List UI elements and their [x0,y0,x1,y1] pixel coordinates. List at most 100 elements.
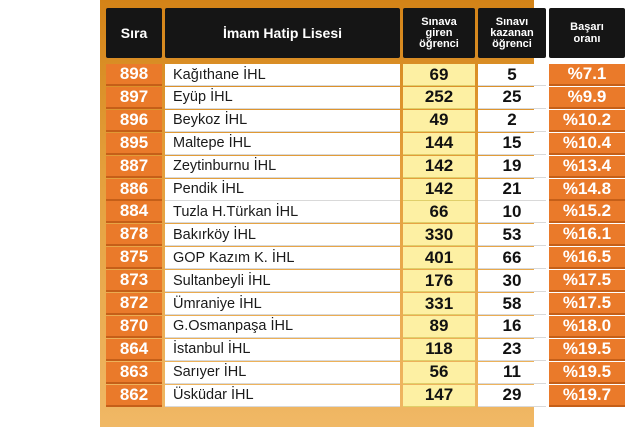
passed-cell: 10 [478,201,546,224]
takers-cell: 142 [403,178,475,201]
table-row: 870 G.Osmanpaşa İHL 89 16 %18.0 [100,315,625,338]
passed-cell: 19 [478,155,546,178]
table-row: 895 Maltepe İHL 144 15 %10.4 [100,132,625,155]
header-school-label: İmam Hatip Lisesi [222,25,343,41]
table-row: 864 İstanbul İHL 118 23 %19.5 [100,338,625,361]
rank-cell: 898 [106,64,162,86]
success-rate-cell: %13.4 [549,155,625,178]
header-rank: Sıra [106,8,162,58]
success-rate-cell: %18.0 [549,315,625,338]
takers-cell: 142 [403,155,475,178]
table-row: 875 GOP Kazım K. İHL 401 66 %16.5 [100,247,625,270]
header-success-rate: Başarı oranı [549,8,625,58]
school-name-cell: Pendik İHL [165,178,400,201]
school-name-cell: Üsküdar İHL [165,384,400,407]
rank-cell: 875 [106,247,162,270]
passed-cell: 5 [478,64,546,86]
takers-cell: 330 [403,224,475,247]
rank-cell: 872 [106,293,162,315]
success-rate-cell: %17.5 [549,270,625,293]
takers-cell: 331 [403,293,475,315]
passed-cell: 11 [478,361,546,384]
passed-cell: 23 [478,338,546,361]
rank-cell: 887 [106,155,162,178]
header-takers: Sınava giren öğrenci [403,8,475,58]
table-row: 898 Kağıthane İHL 69 5 %7.1 [100,64,625,86]
takers-cell: 66 [403,201,475,224]
rank-cell: 862 [106,384,162,407]
school-name-cell: Eyüp İHL [165,86,400,109]
school-name-cell: Sarıyer İHL [165,361,400,384]
passed-cell: 25 [478,86,546,109]
school-name-cell: Bakırköy İHL [165,224,400,247]
header-takers-label: Sınava giren öğrenci [419,15,459,50]
rank-cell: 886 [106,178,162,201]
takers-cell: 401 [403,247,475,270]
table-row: 872 Ümraniye İHL 331 58 %17.5 [100,293,625,315]
success-rate-cell: %17.5 [549,293,625,315]
passed-cell: 2 [478,109,546,132]
table-row: 897 Eyüp İHL 252 25 %9.9 [100,86,625,109]
header-success-rate-label: Başarı oranı [570,21,604,45]
table-row: 873 Sultanbeyli İHL 176 30 %17.5 [100,270,625,293]
passed-cell: 21 [478,178,546,201]
success-rate-cell: %10.4 [549,132,625,155]
rank-cell: 870 [106,315,162,338]
success-rate-cell: %14.8 [549,178,625,201]
passed-cell: 15 [478,132,546,155]
takers-cell: 252 [403,86,475,109]
school-name-cell: Tuzla H.Türkan İHL [165,201,400,224]
table-row: 863 Sarıyer İHL 56 11 %19.5 [100,361,625,384]
success-rate-cell: %7.1 [549,64,625,86]
takers-cell: 56 [403,361,475,384]
takers-cell: 69 [403,64,475,86]
rank-cell: 878 [106,224,162,247]
takers-cell: 176 [403,270,475,293]
success-rate-cell: %19.5 [549,338,625,361]
school-name-cell: Zeytinburnu İHL [165,155,400,178]
passed-cell: 53 [478,224,546,247]
passed-cell: 16 [478,315,546,338]
rank-cell: 896 [106,109,162,132]
school-name-cell: Maltepe İHL [165,132,400,155]
takers-cell: 144 [403,132,475,155]
takers-cell: 147 [403,384,475,407]
passed-cell: 66 [478,247,546,270]
table-row: 886 Pendik İHL 142 21 %14.8 [100,178,625,201]
success-rate-cell: %10.2 [549,109,625,132]
table-row: 862 Üsküdar İHL 147 29 %19.7 [100,384,625,407]
success-rate-cell: %19.7 [549,384,625,407]
header-rank-label: Sıra [120,25,148,41]
rank-cell: 864 [106,338,162,361]
rank-cell: 895 [106,132,162,155]
school-name-cell: Beykoz İHL [165,109,400,132]
table-row: 896 Beykoz İHL 49 2 %10.2 [100,109,625,132]
results-table: Sıra İmam Hatip Lisesi Sınava giren öğre… [100,0,625,427]
takers-cell: 89 [403,315,475,338]
header-passed-label: Sınavı kazanan öğrenci [490,15,534,50]
school-name-cell: GOP Kazım K. İHL [165,247,400,270]
passed-cell: 29 [478,384,546,407]
passed-cell: 30 [478,270,546,293]
school-name-cell: İstanbul İHL [165,338,400,361]
success-rate-cell: %19.5 [549,361,625,384]
school-name-cell: Sultanbeyli İHL [165,270,400,293]
header-passed: Sınavı kazanan öğrenci [478,8,546,58]
success-rate-cell: %16.5 [549,247,625,270]
rank-cell: 897 [106,86,162,109]
header-school: İmam Hatip Lisesi [165,8,400,58]
success-rate-cell: %9.9 [549,86,625,109]
takers-cell: 49 [403,109,475,132]
takers-cell: 118 [403,338,475,361]
rank-cell: 884 [106,201,162,224]
passed-cell: 58 [478,293,546,315]
table-row: 878 Bakırköy İHL 330 53 %16.1 [100,224,625,247]
success-rate-cell: %15.2 [549,201,625,224]
table-row: 884 Tuzla H.Türkan İHL 66 10 %15.2 [100,201,625,224]
rank-cell: 863 [106,361,162,384]
rank-cell: 873 [106,270,162,293]
school-name-cell: Kağıthane İHL [165,64,400,86]
success-rate-cell: %16.1 [549,224,625,247]
school-name-cell: G.Osmanpaşa İHL [165,315,400,338]
school-name-cell: Ümraniye İHL [165,293,400,315]
